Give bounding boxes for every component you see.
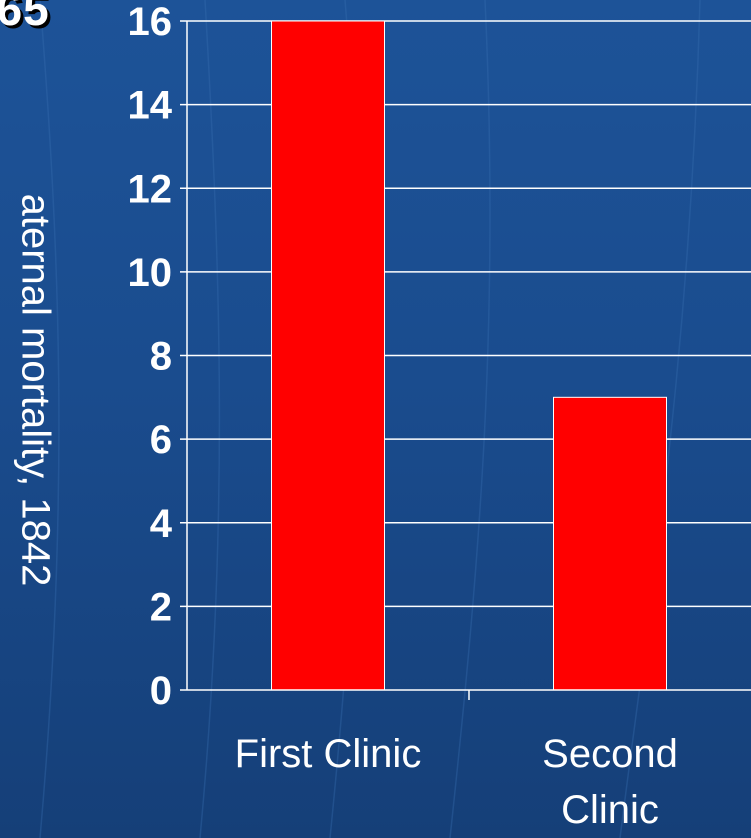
y-tick-label: 6	[150, 418, 172, 462]
bar-first-clinic	[271, 20, 385, 691]
x-category-label: First Clinic	[235, 732, 422, 776]
y-tick-label: 16	[128, 0, 173, 44]
y-tick-label: 12	[128, 167, 173, 211]
slide-title: 865	[0, 0, 50, 35]
bars	[271, 20, 667, 691]
labels: 0 2 4 6 8 10 12 14 16 First Clinic Second Clinic	[128, 0, 678, 832]
y-tick-label: 2	[150, 585, 172, 629]
y-tick-label: 0	[150, 669, 172, 713]
y-tick-label: 14	[128, 84, 173, 128]
x-category-label: Clinic	[561, 788, 659, 832]
axes	[180, 20, 751, 700]
bar-second-clinic	[553, 396, 667, 691]
y-tick-label: 10	[128, 251, 173, 295]
y-axis-label: aternal mortality, 1842	[13, 193, 58, 587]
y-tick-label: 4	[150, 502, 173, 546]
y-tick-label: 8	[150, 335, 172, 379]
x-category-label: Second	[542, 732, 678, 776]
